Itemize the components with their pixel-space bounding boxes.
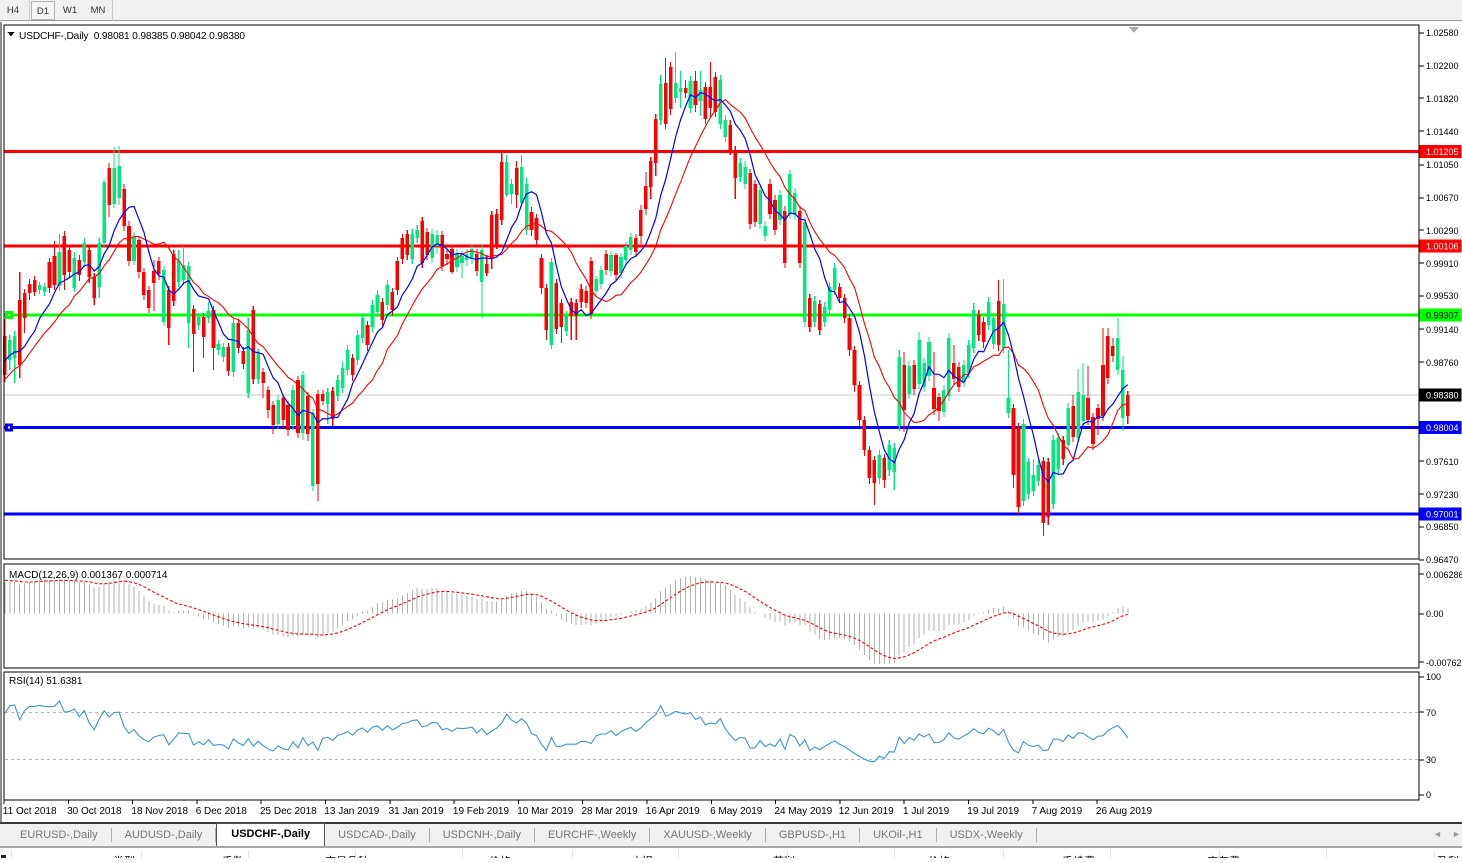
- svg-text:0.97001: 0.97001: [1426, 510, 1459, 520]
- svg-text:0.99140: 0.99140: [1426, 325, 1459, 335]
- svg-text:0.98004: 0.98004: [1426, 423, 1459, 433]
- svg-text:0.006286: 0.006286: [1426, 570, 1462, 580]
- svg-text:25 Dec 2018: 25 Dec 2018: [260, 806, 317, 817]
- svg-text:31 Jan 2019: 31 Jan 2019: [389, 806, 444, 817]
- svg-text:RSI(14) 51.6381: RSI(14) 51.6381: [9, 676, 83, 687]
- svg-text:6 Dec 2018: 6 Dec 2018: [196, 806, 248, 817]
- svg-text:1.00670: 1.00670: [1426, 193, 1459, 203]
- svg-text:0.96470: 0.96470: [1426, 555, 1459, 565]
- svg-text:24 May 2019: 24 May 2019: [774, 806, 832, 817]
- svg-text:30 Oct 2018: 30 Oct 2018: [67, 806, 122, 817]
- svg-text:16 Apr 2019: 16 Apr 2019: [646, 806, 700, 817]
- svg-text:7 Aug 2019: 7 Aug 2019: [1032, 806, 1083, 817]
- svg-text:0.97610: 0.97610: [1426, 457, 1459, 467]
- svg-text:19 Feb 2019: 19 Feb 2019: [453, 806, 510, 817]
- svg-text:1.02580: 1.02580: [1426, 28, 1459, 38]
- svg-text:0: 0: [1426, 790, 1431, 800]
- svg-text:-0.00762: -0.00762: [1426, 658, 1462, 668]
- svg-text:USDCHF-,Daily 0.98081 0.98385: USDCHF-,Daily 0.98081 0.98385 0.98042 0.…: [19, 31, 245, 42]
- svg-text:1 Jul 2019: 1 Jul 2019: [903, 806, 950, 817]
- svg-text:0.00: 0.00: [1426, 609, 1444, 619]
- svg-text:11 Oct 2018: 11 Oct 2018: [3, 806, 57, 817]
- svg-text:18 Nov 2018: 18 Nov 2018: [131, 806, 188, 817]
- svg-text:0.98380: 0.98380: [1426, 391, 1459, 401]
- svg-text:10 Mar 2019: 10 Mar 2019: [517, 806, 574, 817]
- svg-text:0.99910: 0.99910: [1426, 259, 1459, 269]
- svg-text:26 Aug 2019: 26 Aug 2019: [1096, 806, 1153, 817]
- svg-text:0.97230: 0.97230: [1426, 490, 1459, 500]
- svg-text:1.02200: 1.02200: [1426, 61, 1459, 71]
- svg-text:6 May 2019: 6 May 2019: [710, 806, 763, 817]
- svg-text:100: 100: [1426, 672, 1441, 682]
- svg-text:0.99530: 0.99530: [1426, 291, 1459, 301]
- svg-text:19 Jul 2019: 19 Jul 2019: [967, 806, 1019, 817]
- svg-text:13 Jan 2019: 13 Jan 2019: [324, 806, 379, 817]
- svg-text:70: 70: [1426, 708, 1436, 718]
- svg-text:MACD(12,26,9) 0.001367 0.00071: MACD(12,26,9) 0.001367 0.000714: [9, 570, 168, 581]
- svg-text:30: 30: [1426, 755, 1436, 765]
- svg-text:1.01205: 1.01205: [1426, 147, 1459, 157]
- svg-text:1.00290: 1.00290: [1426, 226, 1459, 236]
- svg-text:1.00106: 1.00106: [1426, 242, 1459, 252]
- svg-text:28 Mar 2019: 28 Mar 2019: [582, 806, 639, 817]
- svg-text:0.96850: 0.96850: [1426, 522, 1459, 532]
- svg-text:12 Jun 2019: 12 Jun 2019: [839, 806, 894, 817]
- svg-text:1.01440: 1.01440: [1426, 127, 1459, 137]
- svg-text:1.01050: 1.01050: [1426, 160, 1459, 170]
- svg-text:1.01820: 1.01820: [1426, 94, 1459, 104]
- svg-text:0.98760: 0.98760: [1426, 358, 1459, 368]
- svg-text:0.99307: 0.99307: [1426, 311, 1459, 321]
